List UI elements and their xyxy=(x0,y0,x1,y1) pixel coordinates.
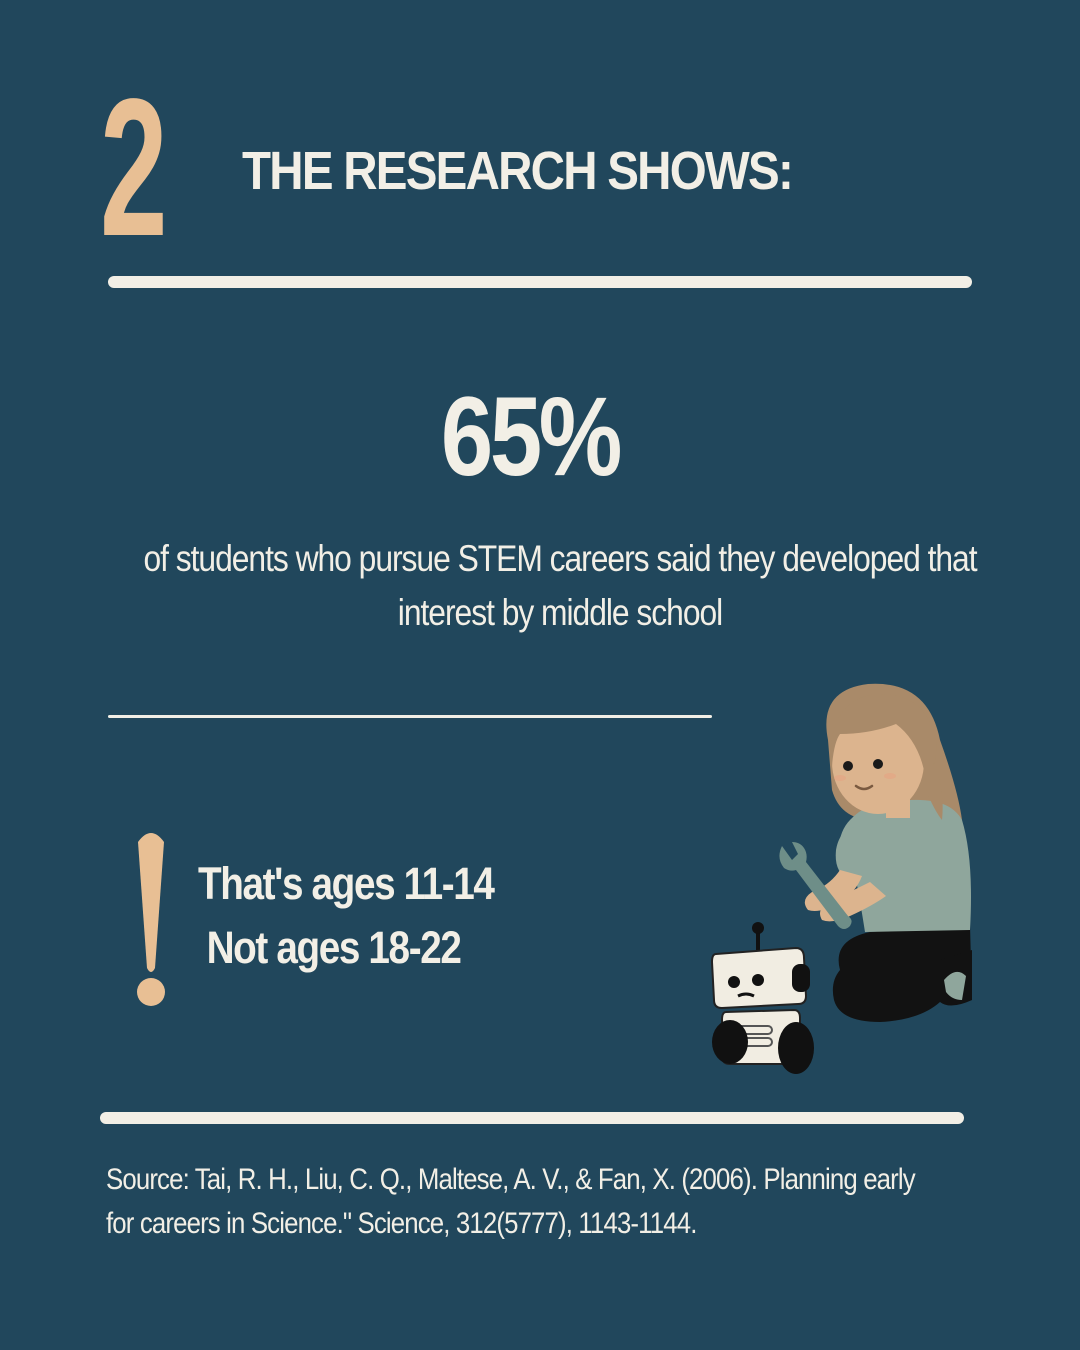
ages-callout: That's ages 11-14 Not ages 18-22 xyxy=(198,852,495,980)
source-line2: for careers in Science." Science, 312(57… xyxy=(106,1207,697,1240)
divider-top xyxy=(108,276,972,288)
stat-caption: of students who pursue STEM careers said… xyxy=(130,532,990,640)
divider-middle xyxy=(108,715,712,718)
stat-caption-line1: of students who pursue STEM careers said… xyxy=(143,538,977,579)
section-number: 2 xyxy=(100,58,168,277)
stat-caption-line2: interest by middle school xyxy=(397,592,723,633)
source-line1: Source: Tai, R. H., Liu, C. Q., Maltese,… xyxy=(106,1163,916,1196)
ages-line1: That's ages 11-14 xyxy=(198,858,495,909)
exclamation-icon xyxy=(137,833,165,1006)
girl-with-robot-illustration xyxy=(710,683,972,1074)
section-heading: THE RESEARCH SHOWS: xyxy=(242,141,794,201)
divider-bottom xyxy=(100,1112,964,1124)
ages-line2: Not ages 18-22 xyxy=(206,922,462,973)
source-citation: Source: Tai, R. H., Liu, C. Q., Maltese,… xyxy=(106,1158,916,1246)
stat-value: 65% xyxy=(440,374,623,499)
